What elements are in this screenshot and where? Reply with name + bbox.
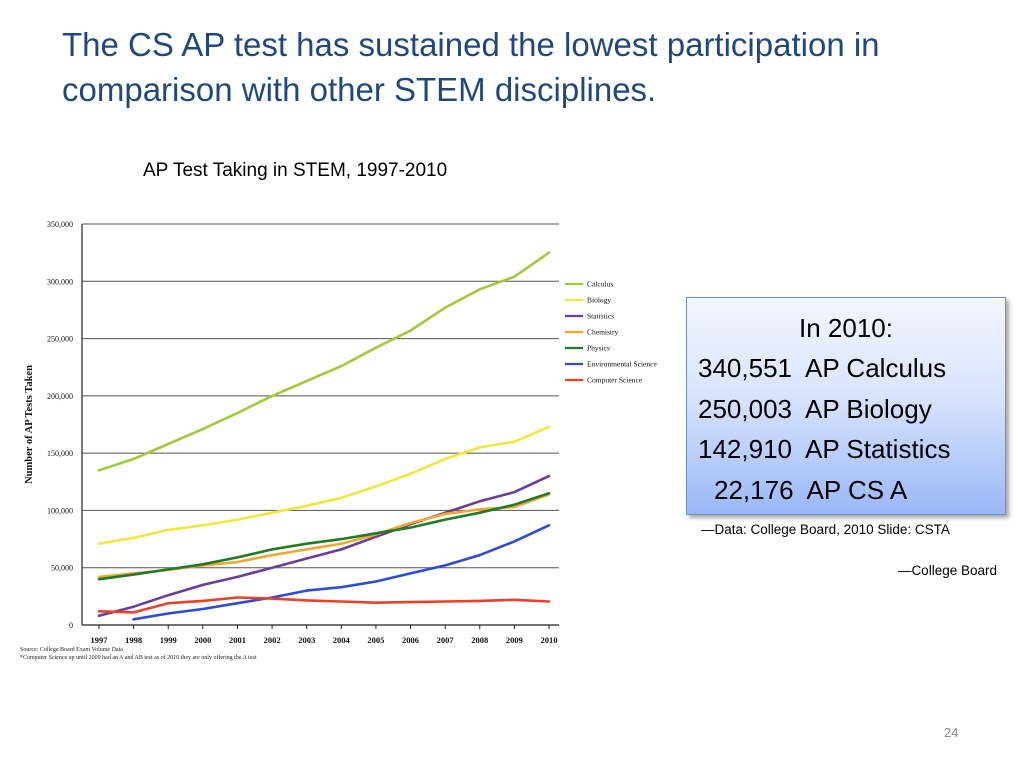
y-tick-label: 300,000	[47, 277, 73, 286]
data-source-note: —Data: College Board, 2010 Slide: CSTA	[701, 522, 950, 537]
chart-legend: Calculus Biology Statistics Chemistry Physic…	[565, 280, 657, 385]
legend-label: Physics	[587, 344, 610, 353]
y-tick-label: 0	[69, 621, 73, 630]
legend-label: Biology	[587, 296, 611, 305]
y-tick-label: 100,000	[47, 506, 73, 515]
x-tick-label: 1999	[160, 635, 177, 645]
attribution-note: —College Board	[897, 563, 997, 578]
chart-series-lines	[97, 251, 551, 621]
chart-axes: 0 50,000 100,000 150,000 200,000 250,000 300,0…	[24, 220, 559, 645]
x-tick-label: 2010	[541, 635, 558, 645]
chart-caption: AP Test Taking in STEM, 1997-2010	[143, 160, 448, 181]
x-tick-label: 2006	[402, 635, 419, 645]
chart-gridlines	[82, 223, 559, 569]
x-tick-label: 2004	[333, 635, 351, 645]
callout-heading: In 2010:	[799, 313, 893, 343]
callout-row-statistics: 142,910 AP Statistics	[698, 434, 951, 464]
line-chart: 0 50,000 100,000 150,000 200,000 250,000 300,0…	[20, 220, 657, 661]
series-line-environmental-science	[132, 524, 551, 621]
series-line-computer-science	[97, 596, 551, 614]
x-tick-label: 2000	[194, 635, 211, 645]
x-tick-label: 1997	[91, 635, 109, 645]
page-number: 24	[944, 725, 959, 740]
chart-source-notes: Source: College Board Exam Volume Data*C…	[20, 647, 257, 661]
legend-label: Chemistry	[587, 328, 618, 337]
y-tick-label: 250,000	[47, 335, 73, 344]
y-tick-label: 200,000	[47, 392, 73, 401]
x-tick-label: 1998	[125, 635, 142, 645]
series-line-calculus	[97, 251, 551, 472]
legend-label: Statistics	[587, 312, 614, 321]
x-tick-label: 2003	[298, 635, 315, 645]
y-tick-label: 350,000	[47, 220, 73, 229]
x-tick-label: 2007	[437, 635, 455, 645]
series-line-chemistry	[97, 493, 551, 579]
chart-source-line: Source: College Board Exam Volume Data	[20, 647, 123, 653]
y-tick-label: 50,000	[51, 564, 73, 573]
callout-row-calculus: 340,551 AP Calculus	[698, 353, 947, 383]
legend-label: Calculus	[587, 280, 613, 289]
x-tick-label: 2005	[367, 635, 384, 645]
x-tick-label: 2001	[229, 635, 246, 645]
series-line-statistics	[97, 474, 551, 618]
y-tick-label: 150,000	[47, 449, 73, 458]
stats-callout-box: In 2010: 340,551 AP Calculus 250,003 AP …	[686, 297, 1006, 515]
legend-label: Computer Science	[587, 376, 643, 385]
series-line-physics	[97, 491, 551, 581]
y-axis-title: Number of AP Tests Taken	[24, 365, 35, 484]
callout-row-biology: 250,003 AP Biology	[698, 393, 932, 424]
chart-source-line: *Computer Science up until 2009 had an A…	[20, 654, 257, 661]
slide-title: The CS AP test has sustained the lowest …	[62, 26, 880, 108]
x-tick-label: 2009	[506, 635, 523, 645]
x-tick-label: 2008	[471, 635, 488, 645]
series-line-biology	[97, 425, 551, 545]
x-tick-label: 2002	[264, 635, 281, 645]
legend-label: Environmental Science	[587, 360, 657, 369]
callout-row-cs-a: 22,176 AP CS A	[714, 474, 908, 505]
